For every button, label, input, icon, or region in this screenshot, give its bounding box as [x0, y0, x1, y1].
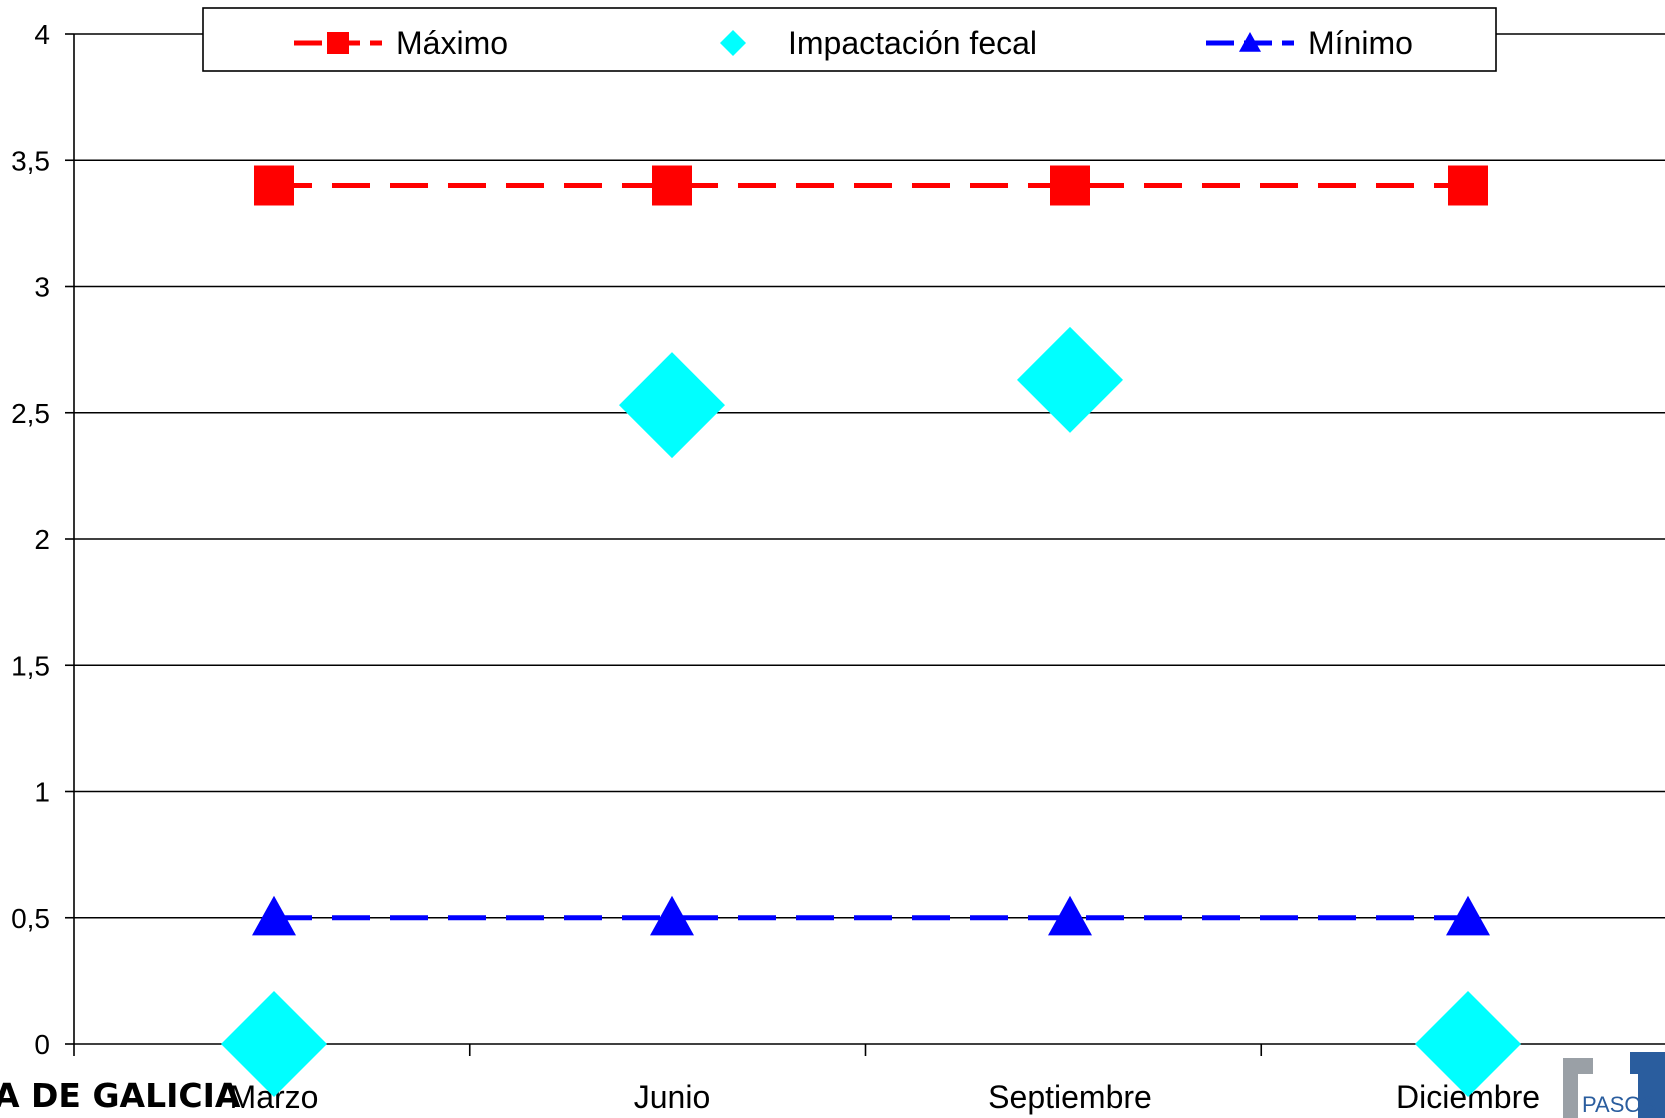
data-point — [619, 352, 725, 459]
data-point — [221, 991, 327, 1097]
data-point — [1415, 991, 1521, 1097]
series-layer — [221, 165, 1521, 1097]
series-impactacion-fecal — [221, 326, 1521, 1097]
grid-lines — [74, 33, 1665, 919]
y-tick-label: 4 — [34, 19, 50, 50]
logo-right-text: PASOS — [1582, 1092, 1656, 1117]
y-tick-label: 0,5 — [11, 903, 50, 934]
data-point — [1050, 165, 1090, 206]
data-point — [1017, 326, 1123, 433]
logo-right-panel — [1578, 1074, 1638, 1118]
y-tick-label: 1 — [34, 777, 50, 808]
y-tick-label: 2 — [34, 524, 50, 555]
series-minimo — [252, 895, 1490, 936]
data-point — [252, 895, 296, 936]
logo-left-text: A DE GALICIA — [0, 1076, 241, 1115]
legend-box — [202, 7, 1497, 72]
x-tick-label: Septiembre — [988, 1079, 1152, 1115]
y-tick-label: 1,5 — [11, 650, 50, 681]
x-tick-label: Junio — [634, 1079, 711, 1115]
logo-right: PASOS — [1563, 1052, 1665, 1118]
logo-left: A DE GALICIA — [0, 1076, 241, 1115]
series-maximo — [254, 165, 1488, 206]
legend-item-minimo: Mínimo — [1206, 25, 1413, 61]
legend-label: Mínimo — [1308, 25, 1413, 61]
y-tick-label: 0 — [34, 1029, 50, 1060]
legend-marker — [327, 32, 349, 54]
data-point — [1048, 895, 1092, 936]
legend-item-impactacion-fecal: Impactación fecal — [720, 25, 1037, 61]
y-tick-label: 2,5 — [11, 398, 50, 429]
axes — [73, 34, 1665, 1056]
y-axis-ticks: 0 0,5 1 1,5 2 2,5 3 3,5 4 — [11, 19, 74, 1060]
data-point — [652, 165, 692, 206]
legend-marker — [720, 30, 746, 56]
data-point — [1448, 165, 1488, 206]
y-tick-label: 3 — [34, 272, 50, 303]
data-point — [1446, 895, 1490, 936]
legend-label: Máximo — [396, 25, 508, 61]
x-axis-ticks: MarzoJunioSeptiembreDiciembre — [230, 1044, 1540, 1115]
data-point — [254, 165, 294, 206]
legend: Máximo Impactación fecal Mínimo — [202, 7, 1497, 72]
y-tick-label: 3,5 — [11, 145, 50, 176]
legend-label: Impactación fecal — [788, 25, 1037, 61]
legend-marker — [1239, 32, 1261, 52]
legend-item-maximo: Máximo — [294, 25, 508, 61]
data-point — [650, 895, 694, 936]
